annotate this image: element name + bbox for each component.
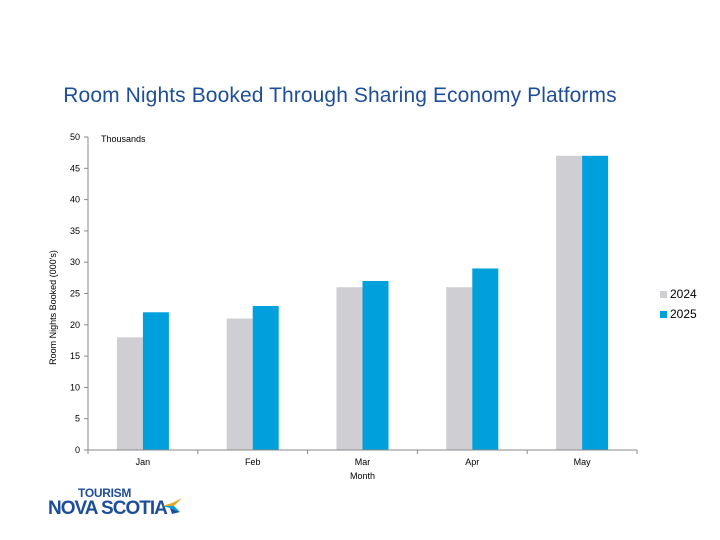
x-tick-label-apr: Apr xyxy=(465,457,479,467)
bar-2024-feb xyxy=(226,318,253,450)
legend-swatch-2024 xyxy=(660,290,667,298)
chart-title: Room Nights Booked Through Sharing Econo… xyxy=(63,84,617,107)
x-tick-label-jan: Jan xyxy=(136,457,151,467)
bar-2024-mar xyxy=(336,287,363,450)
bar-2025-apr xyxy=(472,268,499,450)
legend-item-2025: 2025 xyxy=(660,304,697,324)
sailboat-bird-icon xyxy=(162,498,182,514)
x-tick-label-feb: Feb xyxy=(245,457,261,467)
bar-2025-feb xyxy=(252,306,279,450)
y-axis-ticks: 0 5 10 15 20 25 30 35 40 45 50 xyxy=(70,132,88,455)
legend: 2024 2025 xyxy=(660,284,697,324)
plot-area xyxy=(116,155,609,450)
x-tick-label-mar: Mar xyxy=(355,457,371,467)
legend-label-2024: 2024 xyxy=(670,287,697,301)
y-tick-label: 30 xyxy=(70,257,80,267)
y-axis-title: Room Nights Booked (000's) xyxy=(48,250,58,365)
legend-item-2024: 2024 xyxy=(660,284,697,304)
x-tick-label-may: May xyxy=(574,457,592,467)
logo-line1: TOURISM xyxy=(78,486,132,500)
y-tick-label: 20 xyxy=(70,320,80,330)
x-axis-title: Month xyxy=(350,471,375,481)
legend-label-2025: 2025 xyxy=(670,307,697,321)
y-tick-label: 10 xyxy=(70,382,80,392)
bar-2025-jan xyxy=(142,312,169,450)
y-tick-label: 35 xyxy=(70,226,80,236)
y-tick-label: 50 xyxy=(70,132,80,142)
bar-2024-may xyxy=(556,155,583,450)
legend-swatch-2025 xyxy=(660,310,667,318)
bar-2024-apr xyxy=(446,287,473,450)
y-tick-label: 5 xyxy=(75,414,80,424)
bar-2024-jan xyxy=(116,337,143,450)
x-axis-ticks: Jan Feb Mar Apr May xyxy=(87,450,638,467)
y-tick-label: 25 xyxy=(70,289,80,299)
y-tick-label: 0 xyxy=(75,445,80,455)
y-tick-label: 40 xyxy=(70,195,80,205)
y-tick-label: 15 xyxy=(70,351,80,361)
bar-2025-mar xyxy=(362,280,389,450)
tourism-nova-scotia-logo: TOURISM NOVA SCOTIA xyxy=(48,486,188,522)
y-tick-label: 45 xyxy=(70,163,80,173)
logo-line2: NOVA SCOTIA xyxy=(48,498,168,519)
bar-2025-may xyxy=(582,155,609,450)
units-label: Thousands xyxy=(101,134,146,144)
